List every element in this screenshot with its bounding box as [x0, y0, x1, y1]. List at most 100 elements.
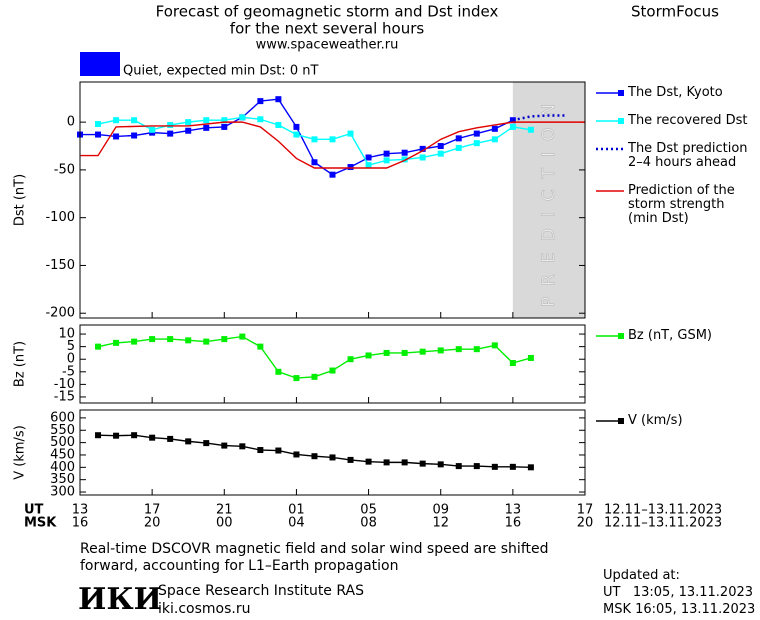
point [221, 123, 228, 130]
point [113, 133, 120, 140]
legend-marker [618, 118, 624, 124]
x-tick-label-msk: 20 [144, 516, 161, 531]
point [437, 347, 444, 354]
point [131, 132, 138, 139]
point [113, 117, 120, 124]
y-tick-label: -5 [62, 364, 75, 379]
point [203, 338, 210, 345]
legend-label: The Dst prediction 2–4 hours ahead [628, 141, 748, 170]
y-tick-label: -15 [54, 389, 75, 404]
y-axis-label: Bz (nT) [13, 341, 28, 387]
y-tick-label: 5 [67, 339, 75, 354]
point [329, 454, 336, 461]
y-tick-label: -150 [45, 258, 75, 273]
point [455, 346, 462, 353]
y-tick-label: 400 [50, 460, 75, 475]
updated-ut: UT 13:05, 13.11.2023 [603, 585, 754, 600]
legend-label: The Dst, Kyoto [628, 85, 723, 100]
point [455, 135, 462, 142]
point [383, 157, 390, 164]
point [491, 463, 498, 470]
point [365, 458, 372, 465]
point [491, 125, 498, 132]
status-indicator [80, 52, 120, 76]
x-axis-name: UT [24, 503, 44, 518]
point [131, 432, 138, 439]
y-tick-label: 550 [50, 423, 75, 438]
point [509, 359, 516, 366]
point [221, 117, 228, 124]
point [419, 154, 426, 161]
y-tick-label: 10 [58, 327, 75, 342]
point [491, 342, 498, 349]
point [437, 143, 444, 150]
x-axis-name: MSK [24, 516, 57, 531]
point [347, 456, 354, 463]
point [419, 145, 426, 152]
series-line [80, 121, 585, 169]
point [239, 333, 246, 340]
point [365, 154, 372, 161]
x-tick-label: 05 [360, 503, 377, 518]
point [509, 123, 516, 130]
point [311, 159, 318, 166]
x-tick-label: 17 [577, 503, 594, 518]
point [401, 156, 408, 163]
point [527, 126, 534, 133]
y-tick-label: 350 [50, 472, 75, 487]
point [383, 349, 390, 356]
subtitle: for the next several hours [230, 20, 425, 38]
point [221, 442, 228, 449]
point [383, 150, 390, 157]
footer-note: Real-time DSCOVR magnetic field and sola… [80, 541, 549, 574]
legend-label: Prediction of the storm strength (min Ds… [628, 183, 735, 226]
point [383, 459, 390, 466]
legend-marker [618, 90, 624, 96]
legend-label: V (km/s) [628, 413, 683, 428]
institute: Space Research Institute RAS [158, 583, 364, 599]
y-axis-label: V (km/s) [13, 425, 28, 480]
point [419, 460, 426, 467]
legend-label: Bz (nT, GSM) [628, 328, 713, 343]
point [149, 336, 156, 343]
point [167, 130, 174, 137]
point [311, 373, 318, 380]
plot-frame [79, 81, 586, 319]
point [275, 368, 282, 375]
point [293, 375, 300, 382]
x-tick-label: 01 [288, 503, 305, 518]
point [437, 150, 444, 157]
point [437, 461, 444, 468]
point [167, 435, 174, 442]
point [257, 343, 264, 350]
point [167, 121, 174, 128]
point [203, 124, 210, 131]
x-tick-label: 17 [144, 503, 161, 518]
point [293, 131, 300, 138]
point [131, 338, 138, 345]
y-tick-label: 600 [50, 410, 75, 425]
point [473, 346, 480, 353]
series-line [97, 335, 532, 379]
point [149, 126, 156, 133]
y-axis-label: Dst (nT) [13, 174, 28, 226]
point [149, 434, 156, 441]
point [401, 149, 408, 156]
point [473, 463, 480, 470]
url: www.spaceweather.ru [256, 38, 399, 53]
series-line [512, 114, 567, 122]
point [347, 130, 354, 137]
legend-marker [618, 333, 624, 339]
point [257, 447, 264, 454]
x-tick-label: 21 [216, 503, 233, 518]
prediction-zone [512, 82, 585, 318]
point [257, 116, 264, 123]
point [275, 447, 282, 454]
y-tick-label: 300 [50, 485, 75, 500]
prediction-label: PREDICTION [539, 93, 559, 307]
point [95, 131, 102, 138]
point [365, 352, 372, 359]
x-tick-label: 13 [505, 503, 522, 518]
point [185, 438, 192, 445]
